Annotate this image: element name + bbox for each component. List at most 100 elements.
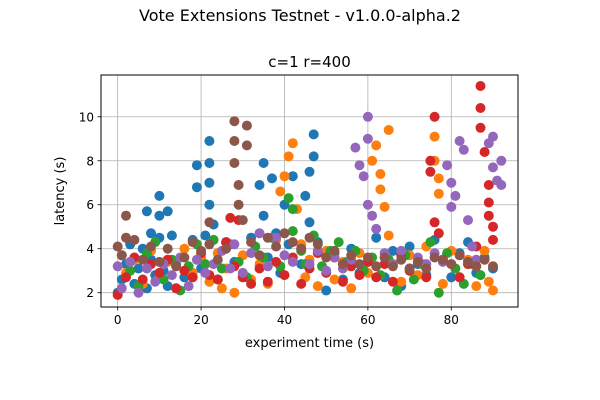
data-point bbox=[279, 270, 290, 281]
data-point bbox=[321, 252, 332, 263]
data-point bbox=[133, 287, 144, 298]
data-point bbox=[412, 256, 423, 267]
data-point bbox=[367, 210, 378, 221]
data-point bbox=[191, 182, 202, 193]
data-point bbox=[483, 276, 494, 287]
data-point bbox=[446, 259, 457, 270]
data-point bbox=[475, 103, 486, 113]
data-point bbox=[229, 239, 240, 250]
data-point bbox=[267, 173, 277, 184]
data-point bbox=[166, 230, 177, 241]
data-point bbox=[154, 210, 165, 221]
chart-title: c=1 r=400 bbox=[268, 53, 351, 71]
data-point bbox=[137, 274, 148, 285]
data-point bbox=[379, 201, 390, 212]
data-point bbox=[475, 81, 486, 91]
data-point bbox=[488, 234, 498, 245]
data-point bbox=[354, 160, 365, 171]
data-point bbox=[425, 237, 436, 248]
data-point bbox=[204, 158, 215, 168]
data-point bbox=[404, 241, 415, 252]
data-point bbox=[271, 256, 282, 267]
data-point bbox=[429, 252, 440, 263]
data-point bbox=[196, 245, 207, 256]
data-point bbox=[191, 160, 202, 171]
data-point bbox=[333, 237, 344, 248]
data-point bbox=[362, 133, 373, 144]
data-point bbox=[141, 206, 152, 217]
data-point bbox=[200, 267, 211, 278]
data-point bbox=[116, 250, 127, 261]
data-point bbox=[154, 256, 165, 267]
data-point bbox=[354, 270, 365, 281]
data-point bbox=[442, 160, 453, 171]
data-point bbox=[483, 197, 494, 208]
data-point bbox=[463, 215, 473, 226]
data-point bbox=[367, 155, 378, 166]
data-point bbox=[496, 180, 507, 190]
data-point bbox=[375, 184, 386, 195]
data-point bbox=[200, 230, 211, 241]
data-point bbox=[488, 221, 498, 232]
data-point bbox=[471, 261, 482, 272]
data-point bbox=[362, 199, 373, 210]
data-points bbox=[112, 81, 507, 300]
y-tick-label: 6 bbox=[86, 198, 94, 212]
data-point bbox=[262, 232, 273, 243]
data-point bbox=[187, 272, 198, 283]
data-point bbox=[446, 272, 457, 283]
data-point bbox=[204, 239, 215, 250]
data-point bbox=[204, 217, 215, 228]
data-point bbox=[362, 111, 373, 122]
data-point bbox=[337, 259, 348, 270]
data-point bbox=[437, 254, 448, 265]
data-point bbox=[479, 254, 490, 265]
data-point bbox=[321, 265, 332, 276]
data-point bbox=[296, 278, 307, 289]
data-point bbox=[171, 261, 182, 272]
y-tick-label: 2 bbox=[86, 286, 94, 300]
data-point bbox=[454, 136, 465, 146]
data-point bbox=[179, 252, 190, 263]
data-point bbox=[225, 263, 236, 274]
data-point bbox=[204, 177, 215, 188]
data-point bbox=[383, 125, 394, 135]
data-point bbox=[154, 190, 165, 201]
data-point bbox=[371, 223, 382, 234]
data-point bbox=[387, 261, 398, 272]
x-tick-label: 0 bbox=[114, 313, 122, 327]
data-point bbox=[287, 204, 298, 215]
data-point bbox=[371, 272, 382, 283]
data-point bbox=[246, 248, 257, 259]
data-point bbox=[221, 243, 232, 254]
y-tick-label: 8 bbox=[86, 154, 94, 168]
data-point bbox=[463, 256, 473, 267]
data-point bbox=[396, 276, 407, 287]
data-point bbox=[308, 129, 319, 140]
data-point bbox=[254, 228, 265, 239]
data-point bbox=[296, 243, 307, 254]
data-point bbox=[396, 254, 407, 265]
data-point bbox=[371, 140, 382, 151]
y-axis-label: latency (s) bbox=[53, 157, 68, 226]
data-point bbox=[125, 256, 136, 267]
data-point bbox=[212, 274, 223, 285]
data-point bbox=[254, 263, 265, 274]
data-point bbox=[258, 158, 269, 168]
data-point bbox=[287, 171, 298, 182]
data-point bbox=[329, 274, 340, 285]
data-point bbox=[233, 180, 244, 190]
data-point bbox=[421, 263, 432, 274]
data-point bbox=[488, 261, 498, 272]
data-point bbox=[408, 274, 419, 285]
x-axis-label: experiment time (s) bbox=[245, 336, 374, 351]
data-point bbox=[387, 245, 398, 256]
data-point bbox=[454, 250, 465, 261]
x-tick-label: 20 bbox=[193, 313, 208, 327]
data-point bbox=[346, 283, 357, 294]
data-point bbox=[287, 226, 298, 237]
axis-ticks: 0 20 40 60 80 2 4 6 8 10 bbox=[79, 110, 459, 327]
data-point bbox=[479, 147, 490, 157]
x-tick-label: 60 bbox=[360, 313, 375, 327]
x-tick-label: 40 bbox=[277, 313, 292, 327]
